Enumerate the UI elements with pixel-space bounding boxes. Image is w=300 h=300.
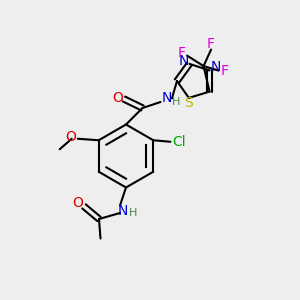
- Text: N: N: [178, 54, 189, 68]
- Text: H: H: [129, 208, 138, 218]
- Text: F: F: [178, 46, 186, 60]
- Text: O: O: [112, 91, 123, 104]
- Text: H: H: [172, 97, 180, 107]
- Text: O: O: [66, 130, 76, 144]
- Text: F: F: [220, 64, 229, 78]
- Text: N: N: [210, 60, 221, 74]
- Text: N: N: [161, 92, 172, 105]
- Text: N: N: [118, 204, 128, 218]
- Text: Cl: Cl: [172, 135, 186, 149]
- Text: O: O: [73, 196, 83, 210]
- Text: S: S: [184, 96, 193, 110]
- Text: F: F: [207, 37, 215, 51]
